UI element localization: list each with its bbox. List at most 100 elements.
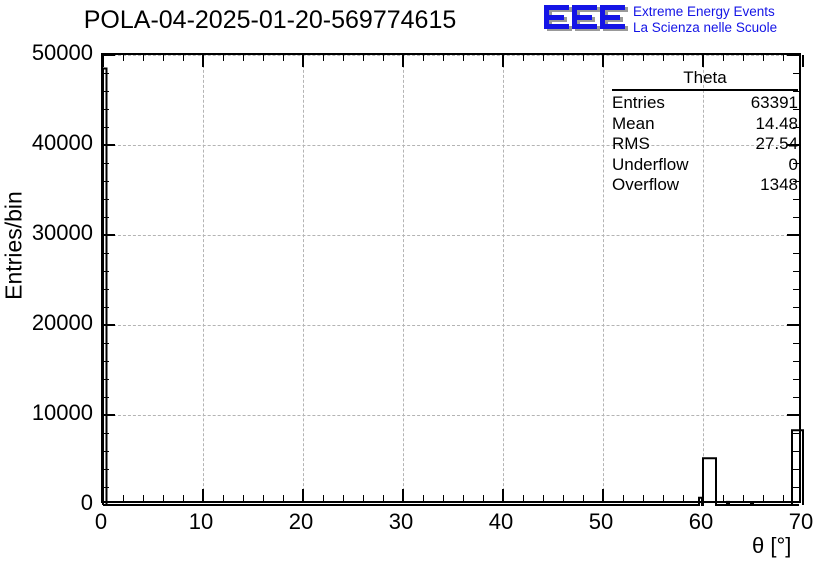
x-tick-major [602, 489, 604, 501]
eee-logo-mark [544, 5, 628, 31]
x-tick-top-major [402, 55, 404, 67]
eee-logo-line1: Extreme Energy Events [633, 4, 775, 19]
x-tick-top-minor [723, 55, 724, 61]
x-tick-top-major [802, 55, 804, 67]
histogram-outline [103, 55, 803, 505]
y-tick-right-minor [793, 451, 799, 452]
y-tick-major [103, 144, 115, 146]
x-tick-top-minor [463, 55, 464, 61]
y-tick-right-major [787, 144, 799, 146]
y-tick-right-minor [793, 163, 799, 164]
grid-line-vertical [603, 55, 604, 501]
x-tick-label: 20 [288, 509, 314, 534]
x-tick-top-major [302, 55, 304, 67]
y-tick-right-major [787, 414, 799, 416]
x-tick-top-minor [143, 55, 144, 61]
stats-row-value: 0 [788, 154, 798, 174]
x-tick-major [202, 489, 204, 501]
histogram-line [103, 69, 803, 506]
x-tick-minor [683, 495, 684, 501]
y-tick-right-minor [793, 271, 799, 272]
y-tick-right-major [787, 324, 799, 326]
x-tick-major [502, 489, 504, 501]
y-tick-right-minor [793, 433, 799, 434]
y-tick-right-minor [793, 397, 799, 398]
x-tick-top-major [102, 55, 104, 67]
x-tick-minor [123, 495, 124, 501]
x-tick-top-minor [483, 55, 484, 61]
x-tick-top-major [502, 55, 504, 67]
x-tick-minor [543, 495, 544, 501]
x-axis-title: θ [°] [752, 533, 792, 558]
x-tick-top-minor [443, 55, 444, 61]
x-tick-minor [443, 495, 444, 501]
x-tick-minor [323, 495, 324, 501]
x-tick-minor [343, 495, 344, 501]
stats-row-key: RMS [612, 134, 650, 153]
page-title: POLA-04-2025-01-20-569774615 [83, 6, 457, 34]
grid-line-vertical [403, 55, 404, 501]
x-tick-top-minor [383, 55, 384, 61]
y-tick-major [103, 234, 115, 236]
stats-box-rule [612, 89, 798, 91]
y-tick-right-minor [793, 199, 799, 200]
x-tick-minor [763, 495, 764, 501]
x-tick-top-minor [323, 55, 324, 61]
x-tick-minor [423, 495, 424, 501]
x-tick-top-minor [643, 55, 644, 61]
x-tick-minor [643, 495, 644, 501]
y-tick-right-major [787, 234, 799, 236]
y-tick-right-minor [793, 307, 799, 308]
x-tick-major [402, 489, 404, 501]
x-tick-top-minor [743, 55, 744, 61]
x-tick-minor [143, 495, 144, 501]
x-tick-top-minor [523, 55, 524, 61]
x-tick-minor [283, 495, 284, 501]
y-tick-label: 0 [80, 490, 93, 515]
y-tick-label: 40000 [31, 130, 93, 155]
y-tick-right-minor [793, 109, 799, 110]
x-tick-top-major [702, 55, 704, 67]
stats-row: Overflow 1348 [612, 175, 798, 196]
x-tick-minor [723, 495, 724, 501]
stats-row: Mean 14.48 [612, 114, 798, 135]
grid-line-horizontal [103, 55, 799, 56]
x-tick-top-minor [163, 55, 164, 61]
x-tick-label: 60 [688, 509, 714, 534]
x-tick-label: 30 [388, 509, 414, 534]
stats-box: Theta Entries 63391 Mean 14.48 RMS 27.54 Under… [612, 68, 798, 196]
y-tick-major [103, 54, 115, 56]
y-tick-right-minor [793, 217, 799, 218]
x-tick-minor [663, 495, 664, 501]
y-tick-right-minor [793, 289, 799, 290]
x-tick-minor [263, 495, 264, 501]
x-tick-top-minor [623, 55, 624, 61]
x-tick-label: 10 [188, 509, 214, 534]
x-tick-top-minor [423, 55, 424, 61]
x-tick-top-minor [283, 55, 284, 61]
x-tick-minor [583, 495, 584, 501]
x-tick-top-minor [183, 55, 184, 61]
stats-box-rows: Entries 63391 Mean 14.48 RMS 27.54 Underflow 0 O… [612, 93, 798, 196]
eee-logo: Extreme Energy Events La Scienza nelle S… [541, 3, 836, 37]
stats-box-title: Theta [683, 68, 727, 87]
y-tick-label: 50000 [31, 40, 93, 65]
x-tick-label: 70 [788, 509, 814, 534]
x-tick-major [302, 489, 304, 501]
y-tick-right-minor [793, 487, 799, 488]
x-tick-minor [463, 495, 464, 501]
y-tick-right-minor [793, 181, 799, 182]
x-tick-top-minor [543, 55, 544, 61]
x-tick-top-minor [363, 55, 364, 61]
x-tick-minor [383, 495, 384, 501]
stats-row: Underflow 0 [612, 155, 798, 176]
grid-line-vertical [203, 55, 204, 501]
plot-frame [101, 53, 804, 506]
x-tick-minor [363, 495, 364, 501]
x-tick-top-minor [563, 55, 564, 61]
x-tick-top-minor [223, 55, 224, 61]
stats-row: RMS 27.54 [612, 134, 798, 155]
x-tick-top-minor [763, 55, 764, 61]
x-tick-minor [783, 495, 784, 501]
grid-line-horizontal [103, 325, 799, 326]
